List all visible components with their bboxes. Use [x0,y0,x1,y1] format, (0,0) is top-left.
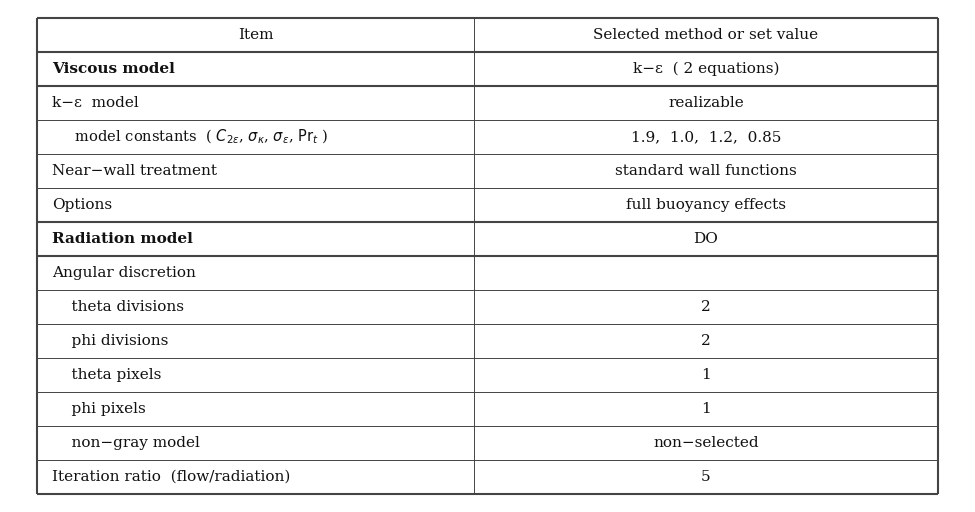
Text: non−selected: non−selected [653,436,759,450]
Text: Iteration ratio  (flow/radiation): Iteration ratio (flow/radiation) [52,470,290,484]
Text: full buoyancy effects: full buoyancy effects [626,198,786,212]
Text: 2: 2 [701,300,711,314]
Text: phi pixels: phi pixels [52,402,145,416]
Text: Radiation model: Radiation model [52,232,192,246]
Text: realizable: realizable [668,96,744,110]
Text: DO: DO [693,232,719,246]
Text: theta divisions: theta divisions [52,300,183,314]
Text: 1.9,  1.0,  1.2,  0.85: 1.9, 1.0, 1.2, 0.85 [631,130,781,144]
Text: non−gray model: non−gray model [52,436,200,450]
Text: standard wall functions: standard wall functions [615,164,797,178]
Text: theta pixels: theta pixels [52,368,161,382]
Text: Selected method or set value: Selected method or set value [594,28,819,42]
Text: 5: 5 [701,470,711,484]
Text: Item: Item [238,28,273,42]
Text: k−ε  model: k−ε model [52,96,138,110]
Text: Near−wall treatment: Near−wall treatment [52,164,216,178]
Text: model constants  ( $C_{2\varepsilon}$, $\sigma_\kappa$, $\sigma_\varepsilon$, $\: model constants ( $C_{2\varepsilon}$, $\… [61,128,329,146]
Text: phi divisions: phi divisions [52,334,168,348]
Text: k−ε  ( 2 equations): k−ε ( 2 equations) [633,62,779,76]
Text: 1: 1 [701,402,711,416]
Text: 1: 1 [701,368,711,382]
Text: Viscous model: Viscous model [52,62,175,76]
Text: Options: Options [52,198,112,212]
Text: 2: 2 [701,334,711,348]
Text: Angular discretion: Angular discretion [52,266,196,280]
